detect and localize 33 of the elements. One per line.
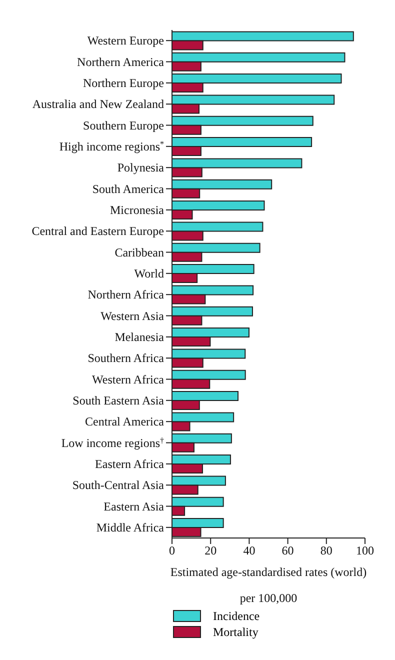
y-tick-label: Northern America: [77, 54, 165, 69]
y-tick-label: Polynesia: [117, 160, 165, 175]
y-tick-label: South-Central Asia: [72, 478, 165, 492]
y-tick-label: Melanesia: [114, 330, 165, 344]
y-tick-label: Northern Africa: [88, 288, 165, 302]
y-tick-label: Eastern Africa: [95, 456, 165, 471]
y-tick-label: World: [134, 266, 164, 280]
y-tick-label: Micronesia: [110, 202, 165, 217]
y-tick-label: Northern Europe: [83, 76, 164, 90]
x-tick-label: 20: [204, 544, 217, 558]
y-tick-label: Western Asia: [100, 308, 165, 323]
y-tick-label: Western Africa: [92, 372, 165, 386]
x-axis-title: Estimated age-standardised rates (world) per 100,000: [170, 565, 367, 605]
y-tick-label: Central and Eastern Europe: [32, 224, 164, 238]
y-tick-label: Low income regions$^{†}$: [61, 435, 164, 450]
x-tick-label: 100: [356, 544, 374, 558]
y-tick-label: Australia and New Zealand: [32, 97, 164, 112]
x-tick-label: 60: [282, 544, 294, 558]
x-tick-label: 80: [320, 544, 332, 558]
y-tick-label: Southern Africa: [88, 351, 165, 366]
y-tick-label: High income regions$^{*}$: [59, 138, 164, 154]
y-tick-label: South America: [92, 182, 165, 196]
y-tick-label: Middle Africa: [96, 520, 165, 534]
y-tick-label: Central America: [85, 414, 165, 429]
legend-label: Incidence: [213, 608, 260, 624]
y-tick-label: Western Europe: [87, 34, 164, 48]
y-tick-label: South Eastern Asia: [72, 393, 165, 408]
x-tick-label: 0: [169, 544, 175, 558]
y-tick-label: Southern Europe: [83, 118, 164, 132]
y-tick-label: Eastern Asia: [104, 499, 165, 514]
legend-label: Mortality: [213, 624, 258, 640]
x-tick-label: 40: [243, 544, 256, 558]
y-tick-label: Caribbean: [114, 245, 164, 260]
